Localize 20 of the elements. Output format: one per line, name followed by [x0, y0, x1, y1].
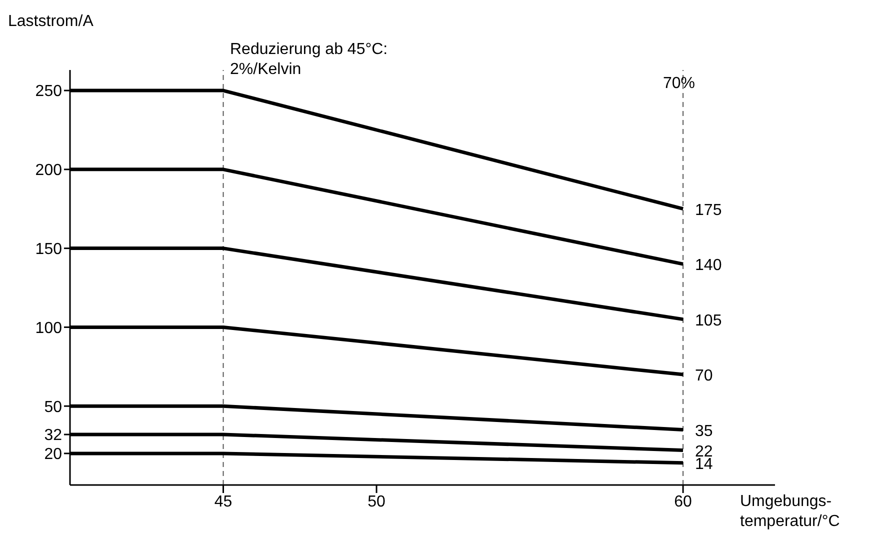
data-label: 70	[695, 368, 713, 385]
y-tick-label: 100	[35, 320, 62, 337]
data-label: 14	[695, 456, 713, 473]
data-label: 140	[695, 257, 722, 274]
y-tick-label: 200	[35, 162, 62, 180]
y-tick-label: 32	[44, 427, 62, 444]
y-tick-label: 250	[35, 83, 62, 100]
x-tick-label: 45	[214, 493, 232, 510]
y-tick-label: 50	[44, 398, 62, 416]
y-axis-title: Laststrom/A	[8, 12, 94, 32]
data-label: 175	[695, 202, 722, 219]
annotation: Reduzierung ab 45°C: 2%/Kelvin	[230, 40, 388, 80]
annotation: 70%	[663, 74, 696, 94]
y-tick-label: 150	[35, 240, 62, 258]
x-tick-label: 60	[674, 493, 692, 510]
x-axis-title: Umgebungs- temperatur/°C	[740, 492, 840, 532]
x-tick-label: 50	[368, 493, 386, 510]
data-label: 105	[695, 312, 722, 330]
data-label: 35	[695, 422, 713, 440]
y-tick-label: 20	[44, 446, 62, 464]
